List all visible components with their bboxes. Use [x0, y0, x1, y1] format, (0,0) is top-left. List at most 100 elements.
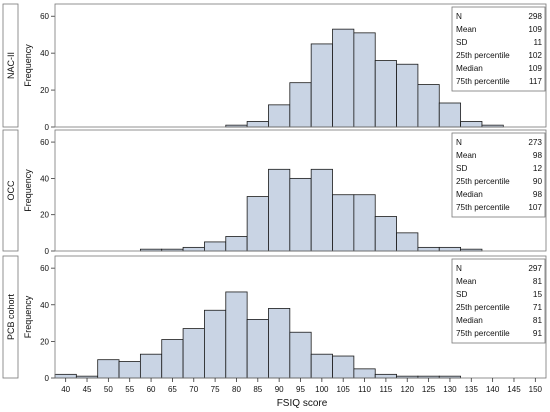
stats-value: 107	[528, 203, 542, 212]
panel-label-strip	[2, 129, 19, 252]
stats-value: 102	[528, 51, 542, 60]
stats-box	[451, 258, 546, 344]
histogram-bar	[332, 194, 355, 252]
histogram-bar	[438, 246, 462, 252]
histogram-bar	[353, 32, 376, 128]
panel-label-strip	[2, 3, 19, 128]
stats-value: 90	[533, 177, 543, 186]
y-tick-label: 40	[40, 174, 49, 183]
stats-box	[451, 6, 546, 92]
histogram-bar	[460, 121, 483, 128]
x-tick-label: 90	[275, 385, 284, 394]
stats-label: 75th percentile	[456, 329, 510, 338]
stats-label: N	[456, 138, 462, 147]
x-tick-label: 60	[147, 385, 156, 394]
x-tick-label: 75	[211, 385, 220, 394]
x-tick-label: 105	[337, 385, 351, 394]
histogram-bar	[54, 373, 77, 379]
stats-value: 273	[528, 138, 542, 147]
stats-value: 12	[533, 164, 543, 173]
histogram-bar	[417, 246, 440, 252]
stats-value: 298	[528, 12, 542, 21]
x-tick-label: 115	[380, 385, 393, 394]
x-tick-label: 135	[465, 385, 479, 394]
stats-label: Median	[456, 316, 483, 325]
x-tick-label: 85	[253, 385, 262, 394]
histogram-bar	[268, 104, 291, 128]
y-axis-label: Frequency	[23, 295, 33, 338]
histogram-bar	[182, 246, 205, 252]
stats-label: SD	[456, 290, 467, 299]
stats-value: 297	[528, 264, 542, 273]
y-tick-label: 20	[40, 337, 49, 346]
y-axis-label: Frequency	[23, 169, 33, 212]
stats-value: 98	[533, 151, 543, 160]
histogram-bar	[225, 236, 248, 252]
stats-label: Mean	[456, 25, 477, 34]
x-tick-label: 65	[168, 385, 177, 394]
histogram-bar	[310, 43, 333, 128]
panel-label: OCC	[6, 180, 16, 201]
stats-value: 81	[533, 277, 543, 286]
y-tick-label: 0	[45, 247, 50, 256]
histogram-bar	[118, 361, 141, 379]
histogram-bar	[374, 216, 397, 252]
x-tick-label: 50	[104, 385, 113, 394]
histogram-bar	[289, 82, 312, 128]
stats-label: SD	[456, 164, 467, 173]
histogram-bar	[374, 60, 397, 128]
x-tick-label: 100	[315, 385, 329, 394]
histogram-bar	[268, 168, 291, 252]
stats-label: Median	[456, 190, 483, 199]
histogram-bar	[204, 241, 227, 252]
x-tick-label: 70	[189, 385, 198, 394]
stats-value: 98	[533, 190, 543, 199]
histogram-bar	[310, 168, 333, 252]
x-tick-label: 55	[125, 385, 134, 394]
stats-value: 117	[529, 77, 542, 86]
stats-value: 109	[528, 64, 542, 73]
histogram-bar	[246, 196, 269, 252]
y-axis-label: Frequency	[23, 44, 33, 87]
histogram-bar	[97, 359, 120, 379]
histogram-bar	[353, 194, 376, 252]
histogram-bar	[204, 309, 227, 379]
histogram-bar	[396, 232, 419, 252]
histogram-bar	[417, 84, 440, 128]
stats-label: Mean	[456, 151, 477, 160]
x-tick-label: 120	[401, 385, 415, 394]
y-tick-label: 20	[40, 211, 49, 220]
stats-label: Median	[456, 64, 483, 73]
histogram-bar	[310, 353, 333, 379]
histogram-bar	[246, 319, 269, 379]
x-tick-label: 95	[296, 385, 305, 394]
stats-label: 75th percentile	[456, 77, 510, 86]
stats-label: N	[456, 264, 462, 273]
histogram-bar	[332, 28, 355, 128]
x-tick-label: 40	[61, 385, 70, 394]
stats-label: 75th percentile	[456, 203, 510, 212]
histogram-bar	[139, 353, 163, 379]
x-tick-label: 145	[507, 385, 521, 394]
x-tick-label: 110	[358, 385, 371, 394]
stats-label: Mean	[456, 277, 477, 286]
histogram-bar	[396, 63, 419, 128]
histogram-bar	[289, 177, 312, 252]
x-tick-label: 80	[232, 385, 241, 394]
histogram-bar	[161, 339, 184, 379]
histogram-bar	[332, 355, 355, 379]
x-axis-label: FSIQ score	[277, 398, 328, 409]
x-tick-label: 150	[529, 385, 543, 394]
panel-frame	[54, 3, 547, 128]
stats-value: 109	[528, 25, 542, 34]
y-tick-label: 60	[40, 264, 49, 273]
stats-box	[451, 132, 546, 218]
panel-label: PCB cohort	[6, 293, 16, 340]
stats-label: SD	[456, 38, 467, 47]
y-tick-label: 40	[40, 49, 49, 58]
stats-value: 11	[534, 38, 543, 47]
panel-label: NAC-II	[6, 52, 16, 79]
stats-value: 71	[533, 303, 543, 312]
stats-value: 91	[533, 329, 543, 338]
stats-value: 15	[533, 290, 543, 299]
